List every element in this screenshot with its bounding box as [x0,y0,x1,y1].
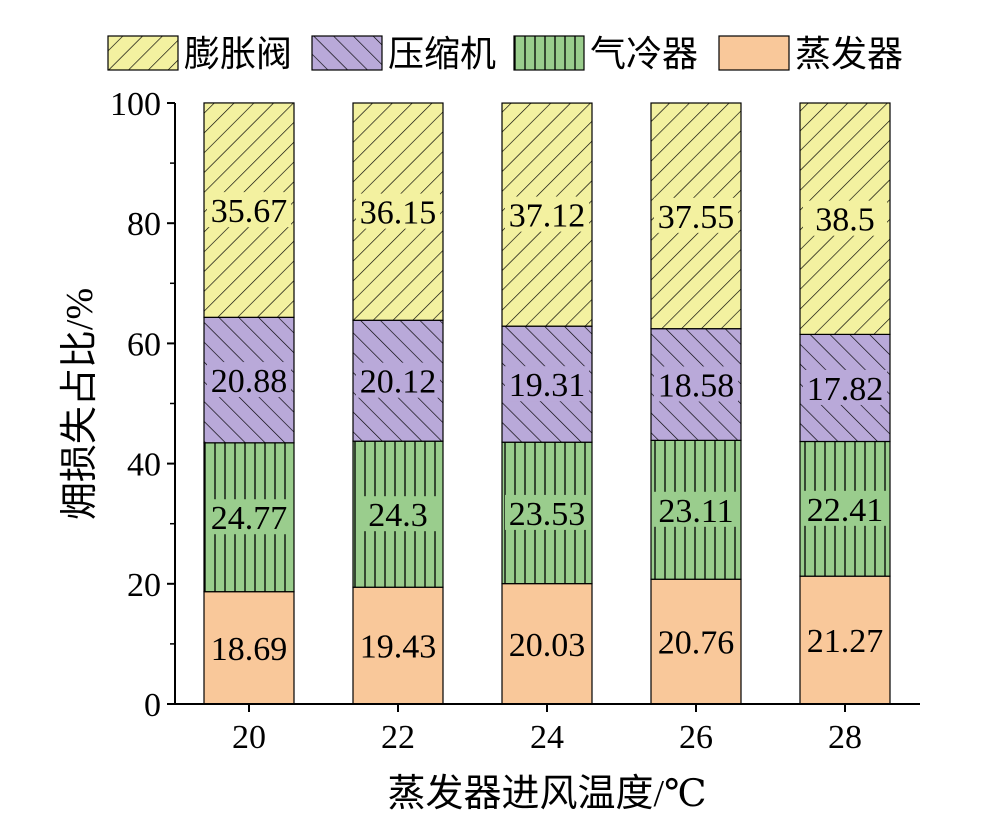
legend-label: 膨胀阀 [184,34,292,74]
data-label-bg [505,494,589,530]
data-label: 38.5 [815,202,875,239]
data-label: 17.82 [807,371,884,408]
bar-20-膨胀阀-outline [203,102,295,318]
axes: 0 20 40 60 80 100 20 22 24 26 28 蒸发器进风温度/℃ 㶲损失占比/% [59,86,920,815]
legend-swatch-outline [107,35,179,71]
data-label-bg [803,490,887,526]
y-tick-label: 0 [144,687,161,724]
data-label-bg [654,197,738,233]
data-label: 24.77 [211,500,288,537]
data-label-bg [505,196,589,232]
legend-swatch-outline [513,35,585,71]
data-label: 20.88 [211,363,288,400]
data-label-bg [803,200,887,236]
x-tick-label: 20 [232,719,266,756]
data-label: 18.58 [658,368,735,405]
data-label: 20.76 [658,625,735,662]
x-tick-label: 22 [381,719,415,756]
data-label: 20.12 [360,364,437,401]
data-label: 19.43 [360,629,437,666]
legend-label: 气冷器 [590,34,698,74]
data-label-bg [207,629,291,665]
data-label-bg [505,625,589,661]
legend-swatch-outline [718,35,790,71]
data-label-bg [356,362,440,398]
data-label: 20.03 [509,627,586,664]
x-axis-title: 蒸发器进风温度/℃ [387,773,706,815]
data-label: 23.11 [658,493,733,530]
legend-swatch-hatch [312,36,382,70]
data-label: 23.53 [509,496,586,533]
bar-26-膨胀阀-outline [650,102,742,330]
x-tick-label: 26 [679,719,713,756]
bar-28-膨胀阀-outline [799,102,891,335]
data-label-bg [803,369,887,405]
data-label-bg [207,499,291,535]
y-tick-label: 60 [127,326,161,363]
legend-label: 压缩机 [388,34,496,74]
plot-area: 18.69 24.77 20.88 35.67 19.43 24.3 20.12 36.15 2… [203,102,891,705]
y-tick-label: 100 [110,86,161,123]
legend-swatch-hatch [108,36,178,70]
legend-swatch-outline [311,35,383,71]
data-label: 36.15 [360,195,437,232]
y-tick-label: 40 [127,447,161,484]
legend: 膨胀阀 压缩机 气冷器 蒸发器 [107,34,903,74]
data-label: 22.41 [807,492,884,529]
data-label-bg [356,193,440,229]
legend-swatch-hatch [514,36,584,70]
data-label: 37.12 [509,198,586,235]
data-label: 18.69 [211,631,288,668]
data-label-bg [654,491,738,527]
data-label: 24.3 [368,497,428,534]
bar-24-膨胀阀-outline [501,102,593,327]
data-label: 35.67 [211,193,288,230]
data-label-bg [356,627,440,663]
data-label-bg [356,496,440,532]
y-tick-label: 20 [127,567,161,604]
y-axis-title: 㶲损失占比/% [59,288,101,520]
data-label: 19.31 [509,367,586,404]
data-label-bg [803,622,887,658]
x-tick-label: 24 [530,719,564,756]
legend-label: 蒸发器 [795,34,903,74]
data-label-bg [654,366,738,402]
data-label-bg [207,192,291,228]
y-tick-label: 80 [127,206,161,243]
data-label: 21.27 [807,623,884,660]
bar-22-膨胀阀-outline [352,102,444,321]
data-label-bg [654,623,738,659]
legend-swatch-蒸发器 [719,36,789,70]
data-label-bg [505,366,589,402]
x-tick-label: 28 [828,719,862,756]
data-label: 37.55 [658,199,735,236]
data-label-bg [207,362,291,398]
